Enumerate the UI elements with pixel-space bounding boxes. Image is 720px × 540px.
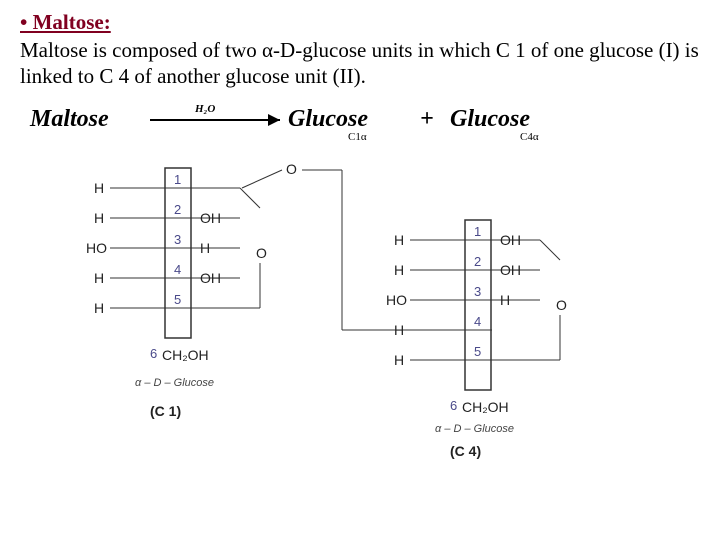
right-ls-2: H (394, 262, 404, 278)
right-c2-num: 2 (474, 254, 481, 269)
right-ring-o: O (556, 297, 567, 313)
right-backbone (465, 220, 491, 390)
left-c6-num: 6 (150, 346, 157, 361)
right-o-top (540, 240, 560, 260)
left-c5-num: 5 (174, 292, 181, 307)
right-ls-3: HO (386, 292, 407, 308)
eq-sub2: C4α (520, 131, 539, 143)
eq-over-arrow: H₂O (194, 103, 215, 115)
eq-product2: Glucose (450, 106, 530, 132)
right-ls-5: H (394, 352, 404, 368)
left-c3-num: 3 (174, 232, 181, 247)
left-c4-num: 4 (174, 262, 181, 277)
right-c5-num: 5 (474, 344, 481, 359)
glucose-right: 1 2 3 4 5 H H HO H H OH OH H O 6 CH₂OH α… (386, 220, 567, 459)
body-paragraph: Maltose is composed of two α-D-glucose u… (20, 37, 700, 90)
right-name: α – D – Glucose (435, 423, 514, 435)
right-c1-num: 1 (474, 224, 481, 239)
right-clabel: (C 4) (450, 443, 481, 459)
left-rs-2: OH (200, 210, 221, 226)
right-ls-4: H (394, 322, 404, 338)
left-name: α – D – Glucose (135, 377, 214, 389)
right-rs-1: OH (500, 232, 521, 248)
bridge-o: O (286, 161, 297, 177)
glucose-left: 1 2 3 4 5 H H HO H H OH H OH O 6 CH₂OH α… (86, 168, 267, 419)
left-ls-2: H (94, 210, 104, 226)
right-c3-num: 3 (474, 284, 481, 299)
left-c2-num: 2 (174, 202, 181, 217)
left-ring-o: O (256, 245, 267, 261)
right-rs-2: OH (500, 262, 521, 278)
left-ls-3: HO (86, 240, 107, 256)
heading: • Maltose: (20, 10, 700, 35)
right-ls-1: H (394, 232, 404, 248)
left-ls-1: H (94, 180, 104, 196)
left-rs-4: OH (200, 270, 221, 286)
left-ls-4: H (94, 270, 104, 286)
left-backbone (165, 168, 191, 338)
left-ls-5: H (94, 300, 104, 316)
right-ch2oh: CH₂OH (462, 399, 509, 415)
eq-plus: + (420, 106, 434, 132)
left-o-top (240, 188, 260, 208)
structure-diagram: Maltose H₂O Glucose C1α + Glucose C4α 1 … (20, 98, 700, 498)
left-c1-num: 1 (174, 172, 181, 187)
eq-product1: Glucose (288, 106, 368, 132)
eq-reactant: Maltose (29, 106, 109, 132)
left-ch2oh: CH₂OH (162, 347, 209, 363)
right-c6-num: 6 (450, 398, 457, 413)
left-rs-3: H (200, 240, 210, 256)
left-clabel: (C 1) (150, 403, 181, 419)
eq-arrow-head (268, 114, 280, 126)
eq-sub1: C1α (348, 131, 367, 143)
right-rs-3: H (500, 292, 510, 308)
right-c4-num: 4 (474, 314, 481, 329)
